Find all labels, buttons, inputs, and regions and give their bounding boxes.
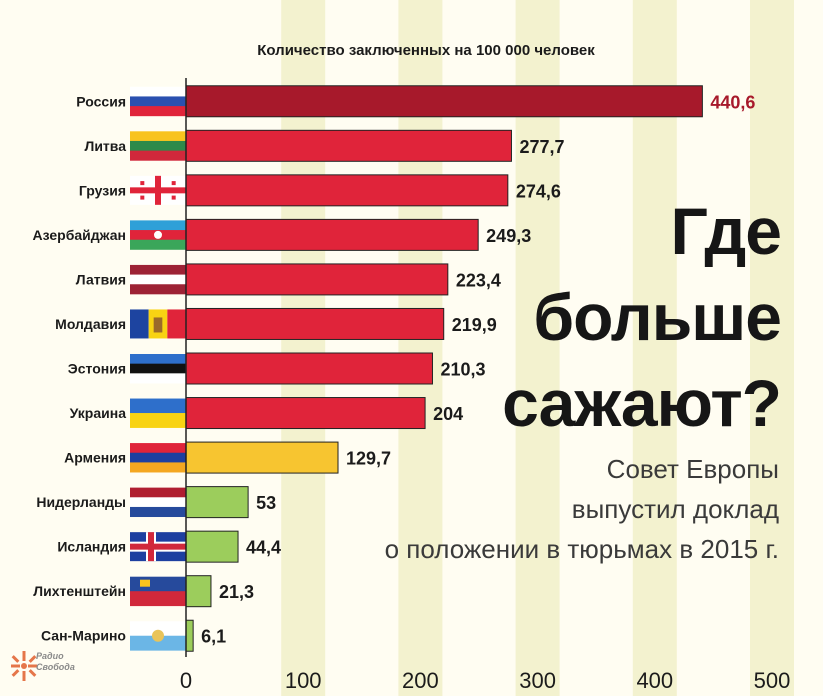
category-label: Эстония <box>68 361 126 377</box>
value-label: 223,4 <box>456 270 501 290</box>
x-tick-label: 100 <box>285 668 322 693</box>
value-labels: 440,6 277,7 274,6 249,3 223,4 219,9 210,3 204 12… <box>201 92 755 646</box>
x-tick-label: 400 <box>636 668 673 693</box>
x-tick-label: 200 <box>402 668 439 693</box>
category-label: Сан-Марино <box>41 628 126 644</box>
bar <box>185 486 249 519</box>
value-label: 204 <box>433 404 463 424</box>
value-label: 21,3 <box>219 582 254 602</box>
category-label: Лихтенштейн <box>33 583 126 599</box>
category-label: Армения <box>64 450 126 466</box>
x-axis-ticks: 0 100 200 300 400 500 <box>180 668 790 693</box>
flags <box>130 86 186 651</box>
logo-text: Радио Свобода <box>36 651 96 673</box>
flag-icon <box>130 264 186 295</box>
bar <box>185 530 239 563</box>
category-label: Литва <box>85 138 127 154</box>
headline: Где больше сажают? <box>451 188 782 446</box>
headline-line-1: Где <box>670 194 782 268</box>
flag-icon <box>130 220 186 250</box>
category-label: Азербайджан <box>33 227 127 243</box>
value-label: 6,1 <box>201 627 226 647</box>
headline-line-2: больше <box>533 280 782 354</box>
subtext-line-2: выпустил доклад <box>571 494 779 524</box>
bar <box>185 129 512 162</box>
value-label: 277,7 <box>519 137 564 157</box>
category-label: Грузия <box>79 182 126 198</box>
x-tick-label: 300 <box>519 668 556 693</box>
bar <box>185 619 194 652</box>
bar <box>185 218 479 251</box>
bar <box>185 352 433 385</box>
subtext-line-1: Совет Европы <box>606 454 779 484</box>
value-label: 219,9 <box>452 315 497 335</box>
flag-icon <box>130 354 186 384</box>
flag-icon <box>130 487 186 518</box>
bar <box>185 397 426 430</box>
flag-icon <box>130 532 186 562</box>
bar <box>185 575 212 608</box>
value-label: 129,7 <box>346 449 391 469</box>
category-label: Исландия <box>57 539 126 555</box>
category-label: Нидерланды <box>36 494 126 510</box>
x-tick-label: 0 <box>180 668 192 693</box>
category-label: Россия <box>76 93 126 109</box>
headline-line-3: сажают? <box>502 366 782 440</box>
logo-line-2: Свобода <box>36 662 75 672</box>
subtext-line-3: о положении в тюрьмах в 2015 г. <box>384 534 779 564</box>
radio-svoboda-logo <box>11 651 37 681</box>
x-tick-label: 500 <box>754 668 791 693</box>
flag-icon <box>130 576 186 607</box>
subtext: Совет Европы выпустил доклад о положении… <box>309 449 779 569</box>
value-label: 440,6 <box>710 92 755 112</box>
bar <box>185 174 509 207</box>
category-label: Латвия <box>76 271 126 287</box>
bar <box>185 85 703 118</box>
category-label: Молдавия <box>55 316 126 332</box>
flag-icon <box>130 621 186 651</box>
bar <box>185 441 339 474</box>
category-labels: Россия Литва Грузия Азербайджан Латвия Молдав… <box>33 93 127 643</box>
category-label: Украина <box>70 405 127 421</box>
flag-icon <box>130 131 186 161</box>
value-label: 44,4 <box>246 538 281 558</box>
flag-icon <box>130 309 186 339</box>
flag-icon <box>130 86 186 117</box>
flag-icon <box>130 443 186 473</box>
flag-icon <box>130 398 186 428</box>
flag-icon <box>130 175 186 205</box>
value-label: 274,6 <box>516 181 561 201</box>
logo-line-1: Радио <box>36 651 64 661</box>
grid-band <box>750 0 794 696</box>
value-label: 210,3 <box>440 360 485 380</box>
value-label: 249,3 <box>486 226 531 246</box>
bar <box>185 263 449 296</box>
value-label: 53 <box>256 493 276 513</box>
bar <box>185 307 445 340</box>
chart-title: Количество заключенных на 100 000 челове… <box>257 42 595 59</box>
bars <box>185 85 703 652</box>
